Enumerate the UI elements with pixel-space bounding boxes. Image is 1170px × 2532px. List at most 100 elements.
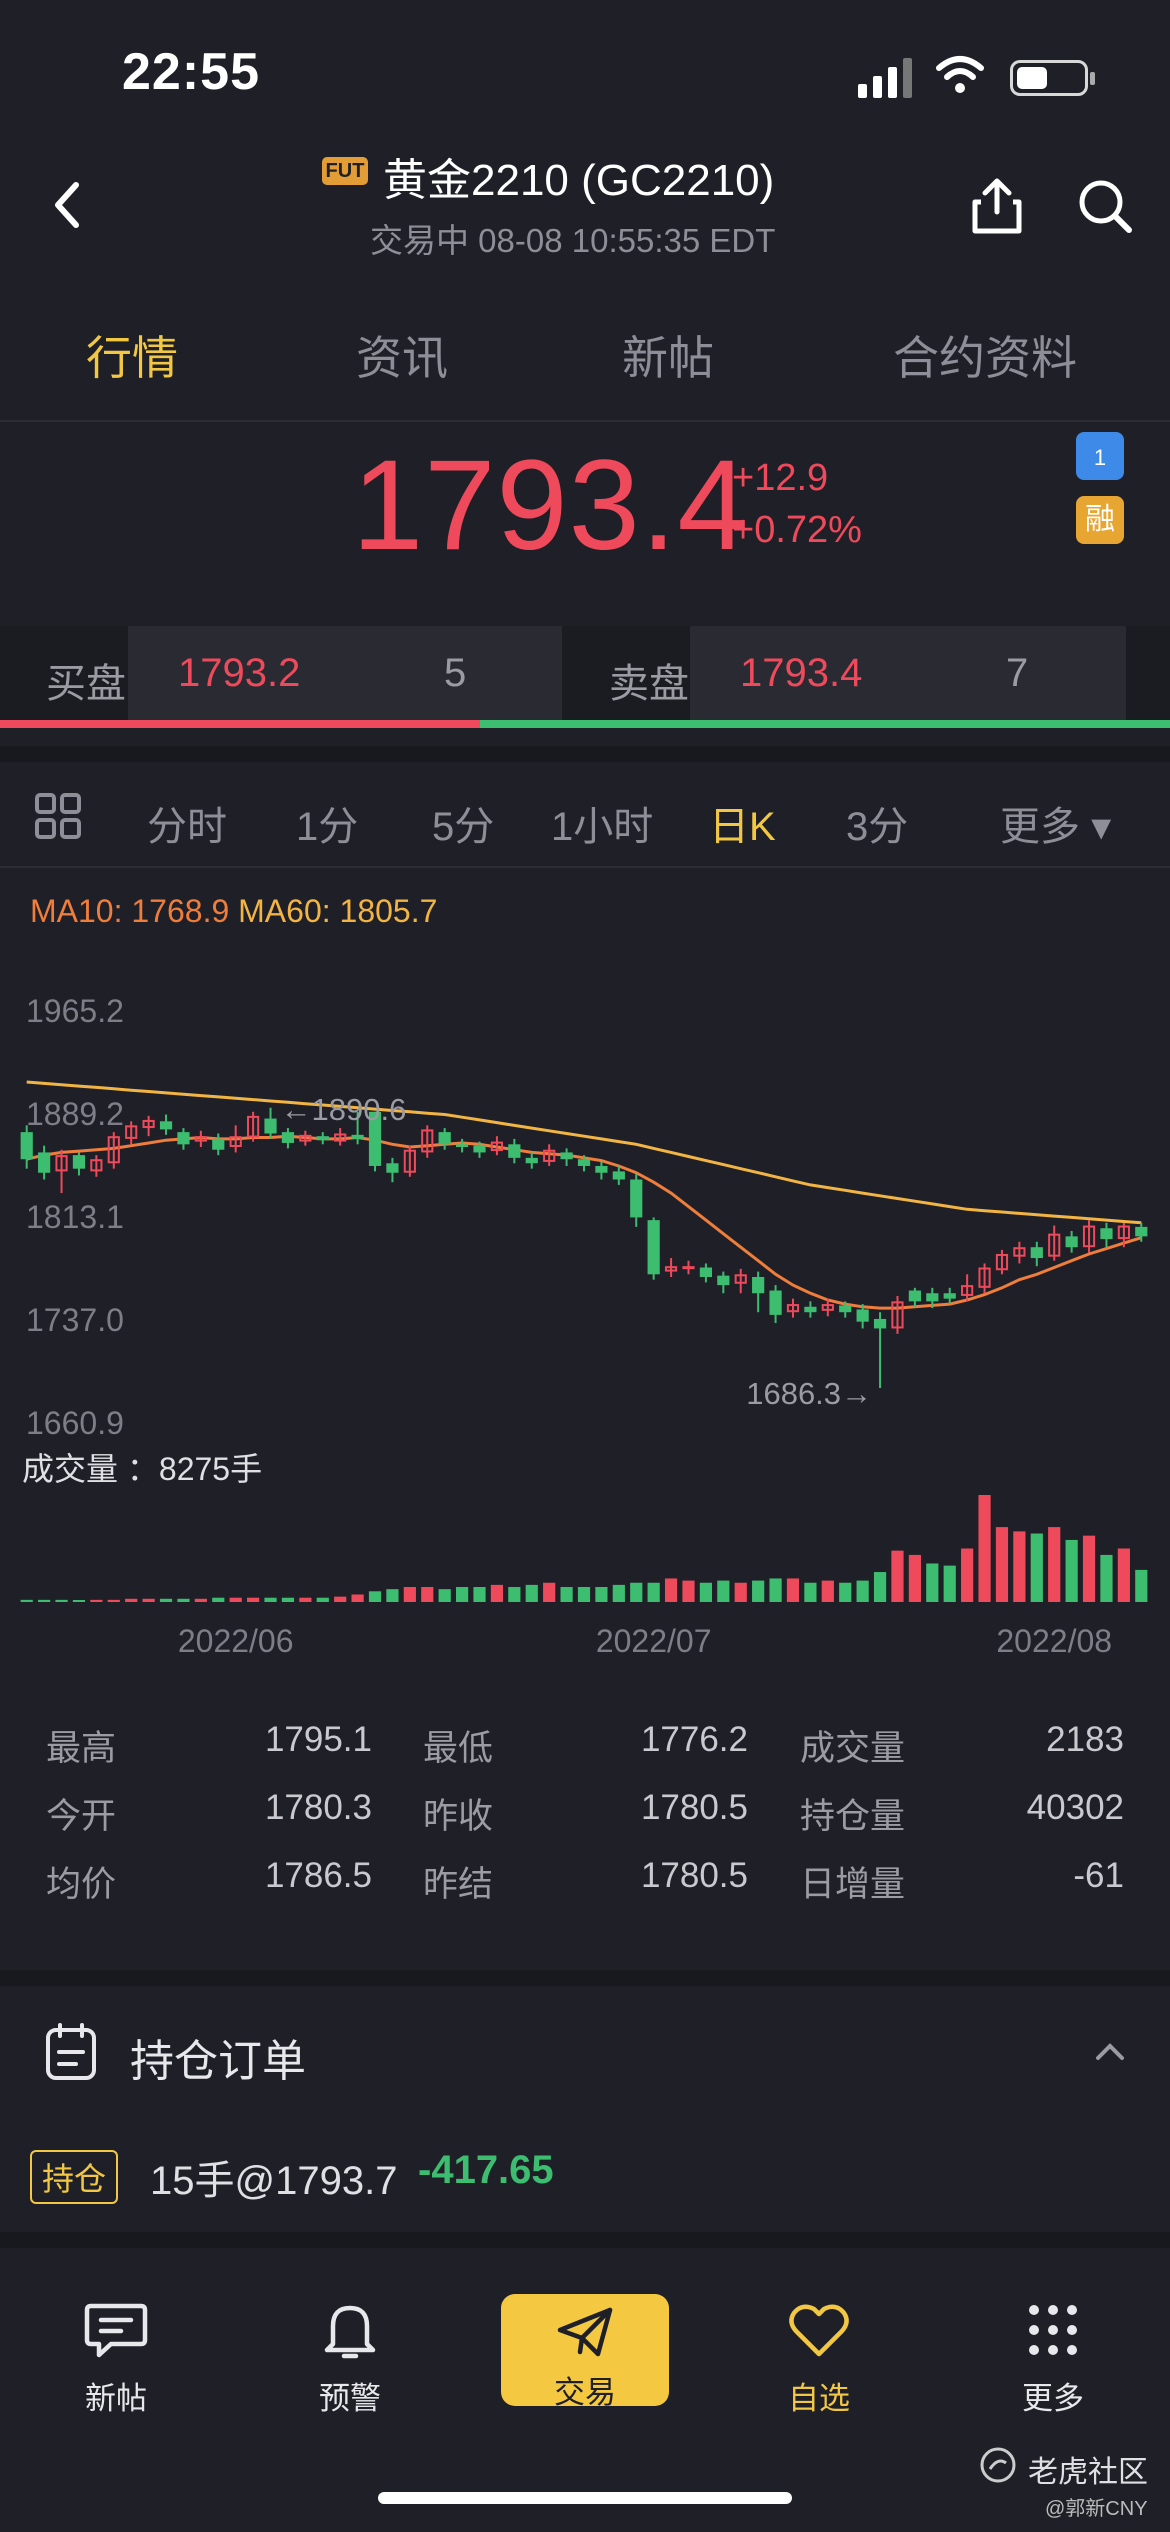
period-1h[interactable]: 1小时 xyxy=(551,805,654,849)
volume-bar xyxy=(142,1598,155,1602)
tabbar-trade-label: 交易 xyxy=(554,2375,616,2410)
volume-bar xyxy=(264,1597,277,1602)
chevron-up-icon[interactable] xyxy=(1092,2036,1128,2066)
section-gap xyxy=(0,2232,1170,2248)
stat-label: 今开 xyxy=(46,1797,117,1836)
candle-body xyxy=(229,1136,242,1148)
volume-bar xyxy=(125,1598,138,1602)
candle-body xyxy=(473,1145,486,1153)
y-tick-label: 1737.0 xyxy=(26,1302,124,1338)
period-3m[interactable]: 3分 xyxy=(846,805,909,849)
volume-bar xyxy=(107,1599,120,1602)
candle-body xyxy=(560,1152,573,1160)
status-bar: 22:55 xyxy=(0,0,1170,140)
tab-contract-info[interactable]: 合约资料 xyxy=(893,332,1077,384)
candle-body xyxy=(1013,1247,1026,1257)
volume-bar xyxy=(490,1584,504,1602)
bid-qty: 5 xyxy=(444,651,467,695)
volume-bar xyxy=(1100,1554,1113,1602)
margin-icon[interactable]: 融 xyxy=(1076,496,1124,544)
divider xyxy=(0,866,1170,868)
chat-icon xyxy=(84,2303,148,2358)
stat-value: -61 xyxy=(1073,1856,1124,1895)
candle-body xyxy=(873,1318,887,1329)
tab-posts[interactable]: 新帖 xyxy=(622,332,714,384)
volume-bar xyxy=(1135,1569,1148,1602)
candle-body xyxy=(856,1309,869,1322)
candle-body xyxy=(316,1136,329,1141)
candle-body xyxy=(247,1115,260,1138)
period-5m[interactable]: 5分 xyxy=(432,805,495,849)
calendar-icon xyxy=(46,2023,96,2080)
candle-body xyxy=(577,1159,591,1166)
last-price: 1793.4 xyxy=(352,434,750,577)
period-more[interactable]: 更多 ▾ xyxy=(1000,805,1112,849)
position-detail[interactable]: 15手@1793.7 xyxy=(150,2159,398,2203)
section-gap xyxy=(0,1970,1170,1986)
volume-bar xyxy=(1065,1539,1078,1602)
volume-bar xyxy=(334,1596,347,1602)
volume-bar xyxy=(560,1587,573,1602)
candle-body xyxy=(786,1304,800,1313)
stat-label: 日增量 xyxy=(800,1865,906,1904)
volume-bar xyxy=(961,1548,974,1602)
volume-bar xyxy=(299,1597,312,1602)
volume-bar xyxy=(1117,1548,1130,1602)
candle-body xyxy=(525,1157,538,1164)
volume-bar xyxy=(752,1580,765,1602)
volume-bar xyxy=(699,1582,713,1602)
tabbar-posts[interactable]: 新帖 xyxy=(41,2300,191,2418)
period-daily[interactable]: 日K xyxy=(709,805,776,849)
volume-bar xyxy=(908,1554,921,1602)
ask-strength-bar xyxy=(479,720,1170,728)
volume-bar xyxy=(786,1578,800,1602)
tab-news[interactable]: 资讯 xyxy=(356,332,448,384)
candlestick-chart[interactable]: 1965.2 1889.2 1813.1 1737.0 1660.9 ←1890.6 168… xyxy=(0,960,1170,1660)
tabbar-watchlist[interactable]: 自选 xyxy=(744,2300,894,2418)
trading-status: 交易中 08-08 10:55:35 EDT xyxy=(370,222,776,259)
candle-body xyxy=(908,1290,921,1302)
layout-grid-icon[interactable] xyxy=(34,792,82,840)
back-icon[interactable] xyxy=(48,175,98,235)
volume-bar xyxy=(769,1578,782,1602)
bid-price[interactable]: 1793.2 xyxy=(178,651,301,695)
candle-body xyxy=(1100,1228,1113,1240)
heart-icon xyxy=(789,2304,849,2357)
volume-bar xyxy=(403,1587,416,1602)
tabbar-alerts[interactable]: 预警 xyxy=(275,2300,425,2418)
section-gap xyxy=(0,746,1170,762)
candle-body xyxy=(839,1305,852,1313)
volume-bar xyxy=(525,1584,538,1602)
candle-body xyxy=(1082,1225,1096,1248)
share-icon[interactable] xyxy=(967,176,1027,236)
low-annotation: 1686.3→ xyxy=(746,1376,872,1411)
candle-body xyxy=(55,1155,68,1172)
brand-name: 老虎社区 xyxy=(1028,2456,1148,2489)
tab-quote[interactable]: 行情 xyxy=(86,332,178,384)
candle-body xyxy=(543,1149,556,1162)
tabbar-trade[interactable]: 交易 xyxy=(501,2294,669,2410)
home-indicator[interactable] xyxy=(378,2492,792,2504)
bid-strength-bar xyxy=(0,720,480,728)
stats-grid: 最高 1795.1 最低 1776.2 成交量 2183 今开 1780.3 昨收 1780.5 持… xyxy=(0,1720,1170,1920)
volume-bar xyxy=(386,1589,399,1602)
volume-bar xyxy=(20,1599,33,1602)
lightning-order-icon[interactable]: 1 xyxy=(1076,432,1124,480)
search-icon[interactable] xyxy=(1075,176,1135,236)
volume-bar xyxy=(438,1589,451,1602)
page-title: 黄金2210 (GC2210) xyxy=(383,156,775,205)
tabbar-more-label: 更多 xyxy=(1022,2381,1084,2416)
period-1m[interactable]: 1分 xyxy=(296,805,359,849)
bell-icon xyxy=(324,2305,376,2359)
stat-label: 成交量 xyxy=(800,1729,906,1768)
y-tick-label: 1813.1 xyxy=(26,1199,124,1235)
volume-bar xyxy=(612,1584,625,1602)
candle-body xyxy=(177,1132,190,1145)
volume-bar xyxy=(717,1580,730,1602)
tabbar-more[interactable]: 更多 xyxy=(978,2300,1128,2418)
volume-bar xyxy=(943,1565,956,1602)
candle-body xyxy=(90,1159,103,1172)
ask-price[interactable]: 1793.4 xyxy=(740,651,863,695)
period-intraday[interactable]: 分时 xyxy=(147,805,227,849)
volume-bar xyxy=(177,1598,190,1602)
